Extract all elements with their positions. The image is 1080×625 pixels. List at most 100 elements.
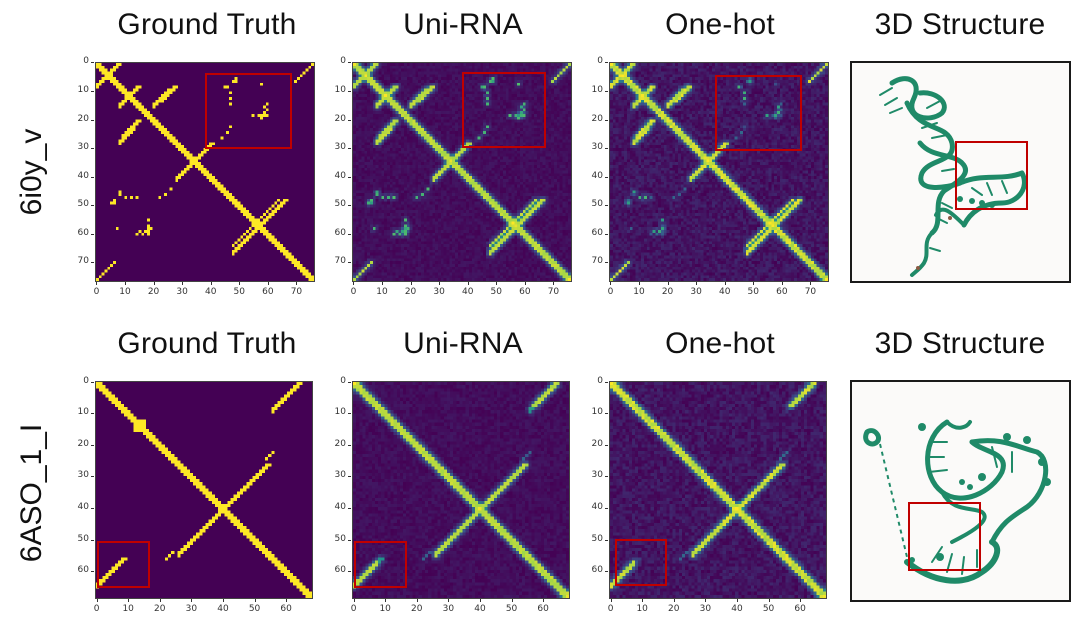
x-tick-label: 60 bbox=[772, 282, 792, 297]
y-tick-label: 10 bbox=[67, 407, 94, 417]
col-title-3d-structure-2: 3D Structure bbox=[874, 327, 1046, 360]
x-tick-label: 60 bbox=[533, 599, 553, 614]
x-tick-label: 20 bbox=[150, 599, 170, 614]
y-tick-label: 50 bbox=[324, 199, 351, 209]
x-tick-label: 20 bbox=[144, 282, 164, 297]
x-tick-label: 40 bbox=[458, 282, 478, 297]
x-tick-label: 0 bbox=[600, 282, 620, 297]
x-tick-label: 20 bbox=[664, 599, 684, 614]
x-tick-label: 50 bbox=[245, 599, 265, 614]
y-tick-label: 10 bbox=[581, 407, 608, 417]
x-tick-label: 70 bbox=[543, 282, 563, 297]
x-tick-label: 60 bbox=[276, 599, 296, 614]
y-tick-label: 10 bbox=[581, 85, 608, 95]
y-tick-label: 40 bbox=[324, 171, 351, 181]
x-tick-label: 30 bbox=[695, 599, 715, 614]
y-tick-label: 20 bbox=[67, 114, 94, 124]
x-tick-label: 60 bbox=[515, 282, 535, 297]
structure-panel-6aso-1-i bbox=[850, 380, 1071, 602]
y-tick-label: 40 bbox=[67, 502, 94, 512]
highlight-box bbox=[714, 74, 802, 151]
heatmap-canvas bbox=[609, 381, 827, 599]
y-tick-label: 0 bbox=[324, 56, 351, 66]
y-tick-label: 50 bbox=[324, 534, 351, 544]
heatmap-canvas bbox=[95, 381, 313, 599]
highlight-box bbox=[353, 540, 408, 588]
y-tick-label: 50 bbox=[581, 534, 608, 544]
y-tick-label: 60 bbox=[324, 565, 351, 575]
y-tick-label: 0 bbox=[581, 376, 608, 386]
y-tick-label: 10 bbox=[324, 85, 351, 95]
y-tick-label: 50 bbox=[581, 199, 608, 209]
x-tick-label: 50 bbox=[759, 599, 779, 614]
x-tick-label: 40 bbox=[470, 599, 490, 614]
col-title-uni-rna-2: Uni-RNA bbox=[403, 327, 523, 360]
x-tick-label: 20 bbox=[401, 282, 421, 297]
col-title-ground-truth-1: Ground Truth bbox=[117, 8, 297, 41]
x-tick-label: 0 bbox=[344, 599, 364, 614]
col-title-3d-structure-1: 3D Structure bbox=[874, 8, 1046, 41]
y-tick-label: 70 bbox=[324, 256, 351, 266]
x-tick-label: 10 bbox=[629, 282, 649, 297]
y-tick-label: 30 bbox=[581, 142, 608, 152]
x-tick-label: 30 bbox=[181, 599, 201, 614]
x-tick-label: 50 bbox=[229, 282, 249, 297]
structure-panel-6i0y-v bbox=[850, 61, 1071, 283]
y-tick-label: 40 bbox=[581, 171, 608, 181]
y-tick-label: 40 bbox=[581, 502, 608, 512]
heatmap-one-hot-6i0y-v: 0 0 10 10 20 20 30 30 40 40 50 50 60 60 70 70 bbox=[592, 56, 829, 297]
col-title-one-hot-1: One-hot bbox=[665, 8, 775, 41]
heatmap-canvas bbox=[609, 62, 829, 282]
y-tick-label: 10 bbox=[67, 85, 94, 95]
y-tick-label: 20 bbox=[581, 439, 608, 449]
x-tick-label: 30 bbox=[429, 282, 449, 297]
highlight-box bbox=[615, 538, 668, 587]
heatmap-ground-truth-6aso-1-i: 0 0 10 10 20 20 30 30 40 40 50 50 60 60 bbox=[78, 376, 313, 614]
y-tick-label: 0 bbox=[324, 376, 351, 386]
y-tick-label: 0 bbox=[581, 56, 608, 66]
structure-highlight-box-6i0y-v bbox=[955, 141, 1028, 210]
y-tick-label: 0 bbox=[67, 376, 94, 386]
x-tick-label: 60 bbox=[790, 599, 810, 614]
x-tick-label: 30 bbox=[438, 599, 458, 614]
x-tick-label: 40 bbox=[201, 282, 221, 297]
highlight-box bbox=[462, 72, 547, 148]
y-tick-label: 0 bbox=[67, 56, 94, 66]
heatmap-one-hot-6aso-1-i: 0 0 10 10 20 20 30 30 40 40 50 50 60 60 bbox=[592, 376, 827, 614]
x-tick-label: 20 bbox=[658, 282, 678, 297]
y-tick-label: 20 bbox=[581, 114, 608, 124]
highlight-box bbox=[96, 540, 151, 588]
y-tick-label: 30 bbox=[324, 470, 351, 480]
x-tick-label: 60 bbox=[258, 282, 278, 297]
x-tick-label: 50 bbox=[743, 282, 763, 297]
x-tick-label: 0 bbox=[87, 599, 107, 614]
rna-ribbon-icon bbox=[863, 419, 1051, 584]
y-tick-label: 60 bbox=[324, 228, 351, 238]
heatmap-uni-rna-6i0y-v: 0 0 10 10 20 20 30 30 40 40 50 50 60 60 70 70 bbox=[335, 56, 572, 297]
y-tick-label: 60 bbox=[67, 565, 94, 575]
heatmap-canvas bbox=[352, 381, 570, 599]
heatmap-ground-truth-6i0y-v: 0 0 10 10 20 20 30 30 40 40 50 50 60 60 70 70 bbox=[78, 56, 315, 297]
x-tick-label: 30 bbox=[172, 282, 192, 297]
y-tick-label: 20 bbox=[324, 439, 351, 449]
y-tick-label: 70 bbox=[67, 256, 94, 266]
x-tick-label: 50 bbox=[502, 599, 522, 614]
y-tick-label: 30 bbox=[67, 142, 94, 152]
x-tick-label: 20 bbox=[407, 599, 427, 614]
x-tick-label: 40 bbox=[727, 599, 747, 614]
y-tick-label: 50 bbox=[67, 199, 94, 209]
y-tick-label: 60 bbox=[67, 228, 94, 238]
heatmap-uni-rna-6aso-1-i: 0 0 10 10 20 20 30 30 40 40 50 50 60 60 bbox=[335, 376, 570, 614]
y-tick-label: 30 bbox=[67, 470, 94, 480]
x-tick-label: 10 bbox=[372, 282, 392, 297]
x-tick-label: 10 bbox=[118, 599, 138, 614]
row-label-6i0y-v: 6i0y_v bbox=[15, 128, 48, 216]
x-tick-label: 30 bbox=[686, 282, 706, 297]
y-tick-label: 60 bbox=[581, 228, 608, 238]
y-tick-label: 20 bbox=[324, 114, 351, 124]
y-tick-label: 30 bbox=[324, 142, 351, 152]
y-tick-label: 40 bbox=[324, 502, 351, 512]
x-tick-label: 0 bbox=[601, 599, 621, 614]
highlight-box bbox=[205, 73, 293, 150]
x-tick-label: 50 bbox=[486, 282, 506, 297]
